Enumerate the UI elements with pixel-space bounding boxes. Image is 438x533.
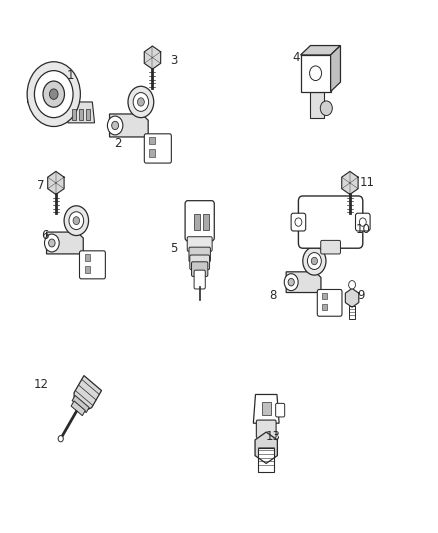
FancyBboxPatch shape: [262, 402, 272, 415]
Text: 13: 13: [265, 430, 280, 443]
Text: 6: 6: [42, 229, 49, 241]
Polygon shape: [253, 394, 279, 423]
FancyBboxPatch shape: [322, 304, 327, 310]
FancyBboxPatch shape: [187, 237, 212, 252]
Text: 2: 2: [114, 138, 122, 150]
Circle shape: [284, 274, 298, 290]
Circle shape: [138, 98, 144, 106]
Text: 8: 8: [269, 289, 276, 302]
Circle shape: [133, 93, 148, 111]
Polygon shape: [46, 232, 83, 254]
Circle shape: [320, 101, 332, 116]
Circle shape: [303, 247, 326, 275]
Text: 9: 9: [357, 289, 364, 302]
Circle shape: [27, 62, 80, 126]
Polygon shape: [300, 55, 331, 92]
Circle shape: [288, 278, 294, 286]
FancyBboxPatch shape: [321, 240, 340, 254]
FancyBboxPatch shape: [79, 109, 83, 120]
Polygon shape: [27, 89, 37, 102]
Polygon shape: [331, 45, 340, 92]
FancyBboxPatch shape: [203, 214, 209, 230]
Text: 1: 1: [67, 69, 74, 82]
Text: 10: 10: [355, 223, 370, 237]
Text: 4: 4: [293, 51, 300, 64]
Text: 3: 3: [170, 54, 178, 67]
Polygon shape: [144, 46, 161, 69]
Circle shape: [49, 239, 55, 247]
Polygon shape: [346, 288, 359, 307]
Circle shape: [69, 212, 84, 230]
Circle shape: [107, 116, 123, 135]
Polygon shape: [110, 114, 148, 137]
Text: 11: 11: [360, 176, 374, 189]
FancyBboxPatch shape: [86, 109, 90, 120]
Polygon shape: [67, 102, 95, 123]
FancyBboxPatch shape: [190, 255, 209, 270]
FancyBboxPatch shape: [149, 149, 155, 157]
FancyBboxPatch shape: [194, 270, 205, 289]
Polygon shape: [48, 172, 64, 195]
Circle shape: [58, 435, 64, 442]
Circle shape: [310, 66, 321, 80]
FancyBboxPatch shape: [149, 137, 155, 144]
Circle shape: [349, 280, 356, 289]
FancyBboxPatch shape: [144, 134, 171, 163]
FancyBboxPatch shape: [258, 448, 274, 472]
Text: 7: 7: [37, 179, 45, 192]
Circle shape: [45, 234, 59, 252]
FancyBboxPatch shape: [298, 196, 363, 248]
Polygon shape: [72, 395, 89, 413]
Text: 12: 12: [33, 377, 48, 391]
FancyBboxPatch shape: [256, 420, 276, 438]
Polygon shape: [342, 172, 358, 195]
Circle shape: [35, 71, 73, 118]
FancyBboxPatch shape: [317, 289, 342, 316]
Circle shape: [112, 122, 119, 130]
FancyBboxPatch shape: [349, 306, 356, 319]
Polygon shape: [71, 401, 85, 416]
FancyBboxPatch shape: [72, 109, 77, 120]
Circle shape: [311, 257, 318, 265]
Circle shape: [64, 206, 88, 236]
Circle shape: [73, 217, 80, 224]
Circle shape: [307, 253, 321, 270]
Circle shape: [49, 89, 58, 99]
FancyBboxPatch shape: [356, 213, 370, 231]
Text: 5: 5: [170, 242, 178, 255]
FancyBboxPatch shape: [276, 403, 285, 417]
Polygon shape: [255, 432, 277, 463]
Polygon shape: [74, 376, 102, 410]
Circle shape: [295, 218, 302, 227]
Polygon shape: [311, 92, 324, 118]
FancyBboxPatch shape: [191, 262, 208, 277]
FancyBboxPatch shape: [322, 293, 327, 299]
Polygon shape: [286, 272, 321, 293]
FancyBboxPatch shape: [79, 251, 106, 279]
FancyBboxPatch shape: [85, 254, 89, 261]
FancyBboxPatch shape: [194, 214, 200, 230]
FancyBboxPatch shape: [291, 213, 306, 231]
FancyBboxPatch shape: [185, 201, 214, 241]
FancyBboxPatch shape: [189, 247, 210, 262]
FancyBboxPatch shape: [85, 266, 89, 273]
Circle shape: [128, 86, 154, 118]
Circle shape: [43, 81, 64, 107]
Polygon shape: [300, 45, 340, 55]
Circle shape: [359, 218, 366, 227]
